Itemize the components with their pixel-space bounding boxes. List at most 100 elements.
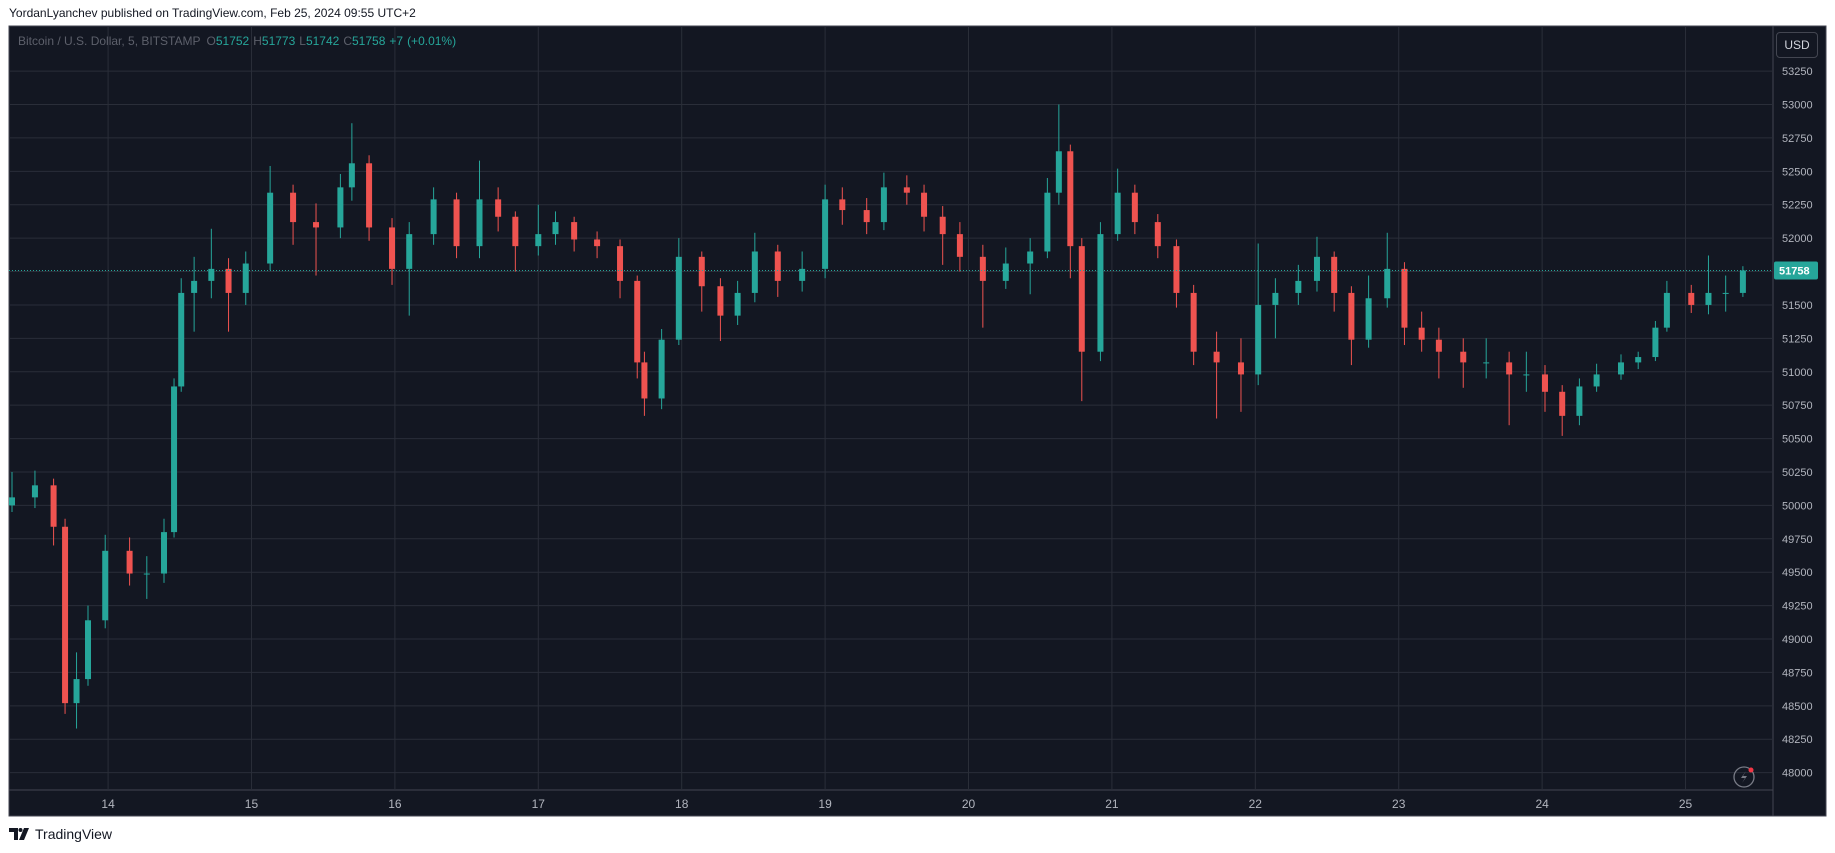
candle-body	[9, 497, 15, 506]
candle-body	[1617, 362, 1624, 375]
candle-body	[1688, 292, 1695, 305]
candle-body	[267, 192, 274, 264]
y-tick-label: 48000	[1782, 768, 1813, 780]
candle-body	[880, 187, 887, 223]
candle-body	[1272, 292, 1279, 305]
candle-body	[102, 550, 109, 621]
legend-field-label: H	[253, 34, 262, 48]
x-tick-label: 23	[1392, 797, 1406, 811]
candle-body	[1365, 298, 1372, 340]
legend-change: +7	[389, 34, 404, 48]
y-tick-label: 48250	[1782, 734, 1813, 746]
candle-body	[406, 234, 413, 269]
candle-body	[921, 192, 928, 217]
candle-body	[1722, 292, 1729, 294]
legend-field-value: 51758	[352, 34, 386, 48]
candle-body	[1635, 357, 1642, 363]
x-tick-label: 15	[245, 797, 259, 811]
y-tick-label: 48500	[1782, 701, 1813, 713]
footer: TradingView	[9, 826, 112, 842]
x-tick-label: 25	[1679, 797, 1693, 811]
y-tick-label: 49750	[1782, 534, 1813, 546]
candle-body	[1114, 192, 1121, 235]
legend-field-value: 51742	[305, 34, 340, 48]
candle-body	[839, 199, 846, 211]
last-price-label: 51758	[1779, 265, 1810, 277]
footer-brand: TradingView	[35, 826, 113, 842]
x-tick-label: 21	[1105, 797, 1119, 811]
candle-body	[774, 251, 781, 281]
legend-symbol: Bitcoin / U.S. Dollar, 5, BITSTAMP	[18, 34, 201, 48]
candle-body	[1739, 270, 1746, 293]
y-tick-label: 49000	[1782, 634, 1813, 646]
candle-body	[495, 199, 502, 217]
candle-body	[1460, 351, 1467, 363]
candle-body	[717, 286, 724, 316]
candle-body	[430, 199, 437, 235]
candle-body	[1002, 263, 1009, 281]
y-tick-label: 49500	[1782, 567, 1813, 579]
candle-body	[571, 222, 578, 240]
candle-body	[85, 620, 92, 680]
legend-field-label: L	[299, 34, 306, 48]
x-tick-label: 22	[1249, 797, 1263, 811]
candle-body	[1313, 256, 1320, 281]
candle-body	[675, 256, 682, 340]
y-tick-label: 53250	[1782, 66, 1813, 78]
candle-body	[1523, 374, 1530, 376]
candle-body	[1384, 268, 1391, 299]
candle-body	[73, 679, 80, 704]
candle-body	[1067, 151, 1074, 247]
y-tick-label: 52500	[1782, 166, 1813, 178]
y-tick-label: 50750	[1782, 400, 1813, 412]
candle-body	[1576, 386, 1583, 416]
candle-body	[1541, 374, 1548, 392]
candle-body	[348, 163, 355, 188]
legend-field-label: O	[206, 34, 216, 48]
candle-body	[1044, 192, 1051, 252]
candle-body	[31, 485, 38, 498]
candle-body	[126, 550, 133, 574]
candle-body	[1190, 292, 1197, 352]
y-tick-label: 49250	[1782, 601, 1813, 613]
candle-body	[512, 216, 519, 247]
candle-body	[161, 532, 168, 574]
candle-body	[1435, 339, 1442, 352]
candle-body	[366, 163, 373, 228]
candle-body	[1483, 362, 1490, 364]
y-tick-label: 53000	[1782, 100, 1813, 112]
legend-field-label: C	[343, 34, 352, 48]
currency-button[interactable]: USD	[1776, 32, 1818, 58]
candle-body	[1705, 292, 1712, 305]
candle-body	[476, 199, 483, 247]
candle-body	[594, 239, 601, 247]
candle-body	[1401, 268, 1408, 328]
candle-body	[617, 246, 624, 281]
candle-body	[658, 339, 665, 399]
candle-body	[242, 263, 249, 293]
candle-body	[822, 199, 829, 269]
candle-body	[1097, 234, 1104, 352]
candle-body	[1154, 222, 1161, 247]
y-tick-label: 51250	[1782, 333, 1813, 345]
candle-body	[290, 192, 297, 223]
y-tick-label: 48750	[1782, 667, 1813, 679]
candle-body	[552, 222, 559, 235]
y-tick-label: 51000	[1782, 367, 1813, 379]
y-tick-label: 52000	[1782, 233, 1813, 245]
y-tick-label: 50000	[1782, 500, 1813, 512]
candle-body	[734, 292, 741, 316]
candle-body	[171, 386, 178, 533]
candle-body	[1131, 192, 1138, 223]
y-tick-label: 50500	[1782, 434, 1813, 446]
legend-field-value: 51773	[261, 34, 296, 48]
candle-body	[1237, 362, 1244, 375]
candle-body	[1255, 304, 1262, 375]
candle-body	[1663, 292, 1670, 328]
candle-body	[62, 526, 69, 704]
legend: Bitcoin / U.S. Dollar, 5, BITSTAMP O51752…	[18, 34, 456, 48]
x-tick-label: 18	[675, 797, 689, 811]
candle-body	[191, 280, 198, 293]
